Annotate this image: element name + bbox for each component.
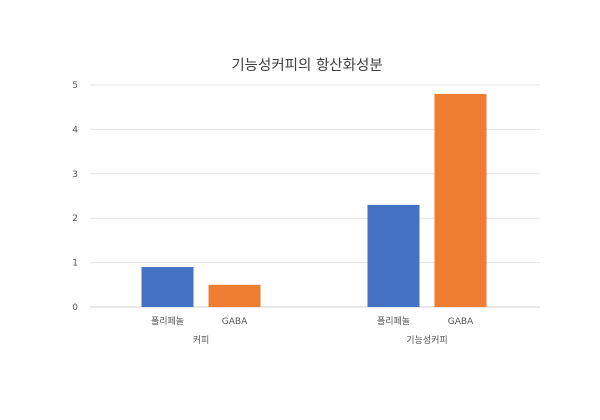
bar-1-0 — [367, 204, 420, 307]
bar-0-1 — [208, 284, 261, 307]
y-axis-ticks: 0 1 2 3 4 5 — [72, 81, 78, 313]
group-label-1: 기능성커피 — [406, 335, 447, 346]
bars — [141, 93, 487, 307]
y-tick-label-4: 4 — [72, 125, 78, 135]
bar-label-0-1: GABA — [222, 317, 248, 327]
bar-0-0 — [141, 267, 194, 307]
bar-label-0-0: 폴리페놀 — [151, 316, 184, 327]
chart-title: 기능성커피의 항산화성분 — [231, 57, 382, 74]
y-tick-label-1: 1 — [72, 259, 78, 269]
bar-label-1-0: 폴리페놀 — [377, 316, 410, 327]
y-tick-label-5: 5 — [72, 81, 78, 91]
y-tick-label-0: 0 — [72, 303, 78, 313]
group-label-0: 커피 — [193, 335, 210, 346]
bar-1-1 — [434, 93, 487, 307]
y-tick-label-2: 2 — [72, 214, 78, 224]
y-tick-label-3: 3 — [72, 170, 78, 180]
bar-label-1-1: GABA — [448, 317, 474, 327]
